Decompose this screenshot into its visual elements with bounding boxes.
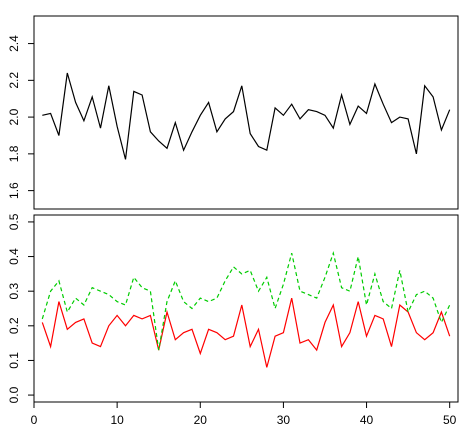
x-tick-label: 40 — [360, 413, 374, 427]
top-y-tick-label: 2.4 — [7, 35, 21, 52]
top-y-tick-label: 1.6 — [7, 182, 21, 199]
bottom-y-tick-label: 0.1 — [7, 352, 21, 369]
top-plot-frame — [33, 15, 459, 210]
x-tick-label: 0 — [31, 413, 38, 427]
bottom-y-tick-label: 0.0 — [7, 386, 21, 403]
top-y-tick-label: 1.8 — [7, 145, 21, 162]
bottom-y-axis: 0.0 0.1 0.2 0.3 0.4 0.5 — [7, 213, 34, 403]
bottom-plot-frame — [33, 214, 459, 403]
bottom-panel: 0.0 0.1 0.2 0.3 0.4 0.5 0 10 20 30 40 50 — [7, 213, 459, 427]
x-tick-label: 30 — [277, 413, 291, 427]
top-y-tick-label: 2.0 — [7, 108, 21, 125]
bottom-y-tick-label: 0.3 — [7, 283, 21, 300]
bottom-y-tick-label: 0.2 — [7, 317, 21, 334]
bottom-y-tick-label: 0.5 — [7, 213, 21, 230]
top-y-axis: 1.6 1.8 2.0 2.2 2.4 — [7, 35, 34, 199]
bottom-series-lines — [41, 250, 451, 368]
top-y-tick-label: 2.2 — [7, 72, 21, 89]
top-panel: 1.6 1.8 2.0 2.2 2.4 — [7, 15, 459, 210]
bottom-series-line-1 — [41, 297, 451, 368]
x-tick-label: 50 — [443, 413, 457, 427]
x-tick-label: 10 — [110, 413, 124, 427]
bottom-series-line-2 — [41, 250, 451, 351]
bottom-x-axis: 0 10 20 30 40 50 — [31, 402, 457, 427]
bottom-y-tick-label: 0.4 — [7, 248, 21, 265]
top-series-lines — [42, 72, 451, 160]
top-series-line-1 — [42, 72, 451, 160]
x-tick-label: 20 — [194, 413, 208, 427]
